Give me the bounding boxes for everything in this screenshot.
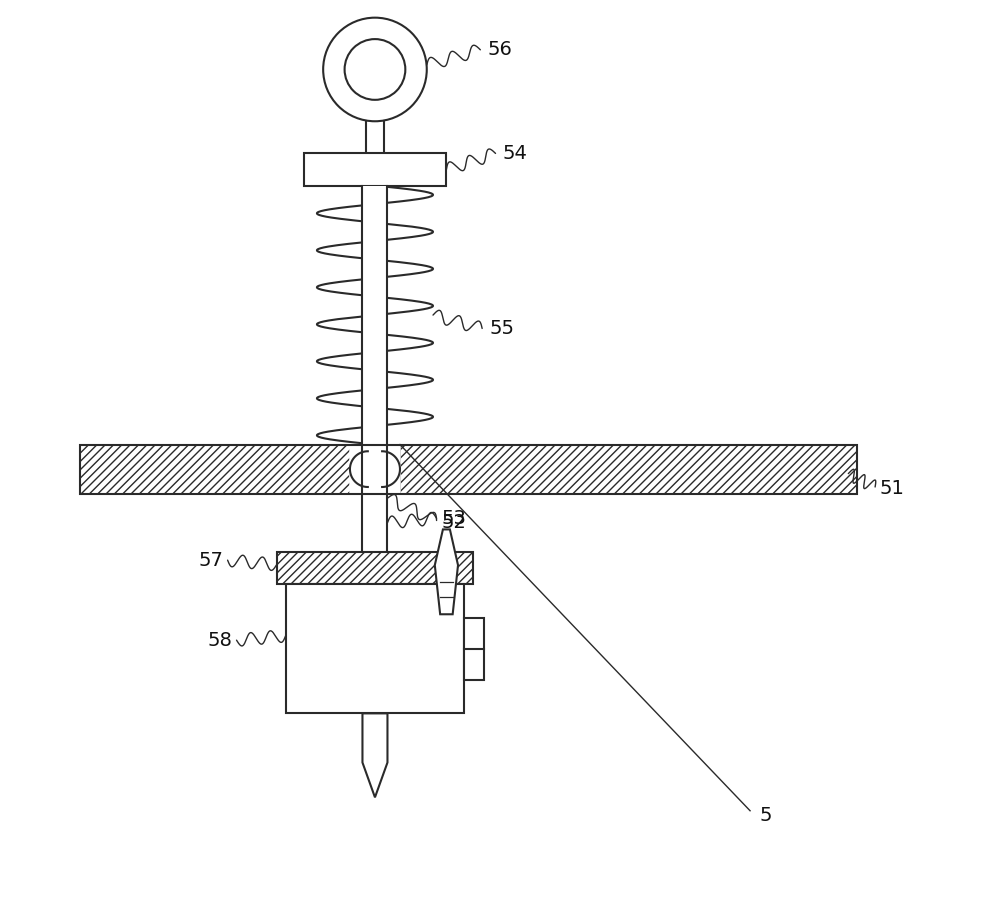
Bar	[464, 618, 484, 679]
Text: 55: 55	[489, 319, 514, 338]
Text: 54: 54	[503, 144, 528, 163]
Text: 52: 52	[441, 512, 466, 532]
Bar	[362, 186, 387, 551]
Text: 51: 51	[880, 479, 904, 498]
Bar	[80, 444, 857, 493]
Bar	[400, 444, 857, 493]
Polygon shape	[435, 530, 458, 614]
Bar	[80, 444, 350, 493]
Text: 57: 57	[198, 551, 223, 570]
Bar	[304, 153, 446, 186]
Polygon shape	[382, 444, 400, 493]
Bar	[312, 186, 437, 444]
Text: 53: 53	[441, 509, 466, 528]
Bar	[400, 444, 857, 493]
Bar	[366, 122, 384, 153]
Bar	[286, 584, 464, 714]
Text: 56: 56	[487, 40, 512, 59]
Polygon shape	[350, 444, 368, 493]
Bar	[277, 551, 473, 584]
Bar	[80, 444, 857, 493]
Polygon shape	[362, 714, 387, 797]
Bar	[80, 444, 350, 493]
Text: 58: 58	[207, 630, 232, 649]
Text: 5: 5	[759, 805, 772, 824]
